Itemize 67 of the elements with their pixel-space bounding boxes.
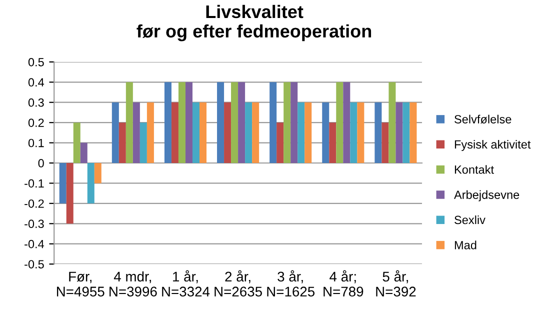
bar — [396, 102, 403, 163]
bar — [66, 163, 74, 224]
bar — [270, 82, 277, 163]
y-tick-label: 0.3 — [28, 98, 44, 107]
bar — [284, 82, 291, 163]
x-tick-label: 1 år, N=3324 — [162, 270, 210, 297]
bar — [224, 102, 232, 163]
legend-label: Fysisk aktivitet — [454, 140, 531, 151]
y-tick-label: 0.5 — [28, 58, 44, 66]
bar — [336, 82, 344, 163]
x-tick-label: 5 år, N=392 — [376, 270, 416, 297]
bar — [343, 82, 350, 163]
x-tick-label: 3 år, N=1625 — [267, 270, 315, 297]
bar — [402, 102, 410, 163]
bar — [171, 102, 178, 163]
y-tick-label: -0.2 — [24, 199, 44, 208]
legend-label: Kontakt — [454, 165, 494, 174]
bar — [132, 102, 140, 163]
x-tick-label: Før, N=4955 — [57, 272, 104, 296]
chart-title: Livskvalitet før og efter fedmeoperation — [136, 4, 372, 42]
bar — [192, 102, 200, 163]
bar — [238, 82, 246, 163]
x-tick-label: 4 mdr, N=3996 — [110, 271, 157, 296]
y-tick-label: -0.5 — [24, 260, 44, 268]
bar — [276, 122, 284, 163]
bar — [357, 102, 364, 163]
bar — [164, 82, 172, 163]
x-tick-label: 4 år; N=789 — [324, 270, 364, 297]
bar — [382, 122, 389, 163]
y-tick-label: 0 — [38, 159, 44, 168]
bar — [80, 142, 88, 163]
y-tick-label: 0.1 — [28, 138, 44, 148]
bar — [178, 82, 186, 163]
bar — [298, 102, 305, 163]
y-tick-label: 0.2 — [28, 118, 44, 127]
x-tick-label: 2 år, N=2635 — [214, 270, 262, 297]
bar — [126, 82, 133, 163]
bar — [185, 82, 192, 163]
bar — [146, 102, 154, 163]
bar — [118, 122, 126, 163]
y-tick-label: -0.1 — [24, 179, 44, 188]
y-tick-label: 0.4 — [28, 78, 44, 87]
bar — [374, 102, 382, 163]
bar — [245, 102, 252, 163]
bar — [329, 122, 336, 163]
legend-label: Arbejdsevne — [454, 190, 520, 202]
bar — [290, 82, 298, 163]
y-tick-label: -0.4 — [24, 240, 44, 248]
legend-label: Mad — [454, 240, 476, 250]
bar — [231, 82, 238, 163]
y-tick-label: -0.3 — [24, 220, 44, 228]
bar — [322, 102, 330, 163]
bar — [350, 102, 358, 163]
legend-label: Selvfølelse — [454, 114, 512, 124]
legend-label: Sexliv — [454, 215, 486, 224]
bar — [304, 102, 312, 163]
bar — [217, 82, 224, 163]
bar — [73, 122, 80, 163]
bar — [200, 102, 207, 163]
bar — [410, 102, 417, 163]
bar — [94, 163, 102, 184]
bar — [140, 122, 147, 163]
bar — [388, 82, 396, 163]
bar — [252, 102, 260, 163]
bar — [112, 102, 119, 163]
bar — [87, 163, 94, 204]
bar — [59, 163, 66, 204]
